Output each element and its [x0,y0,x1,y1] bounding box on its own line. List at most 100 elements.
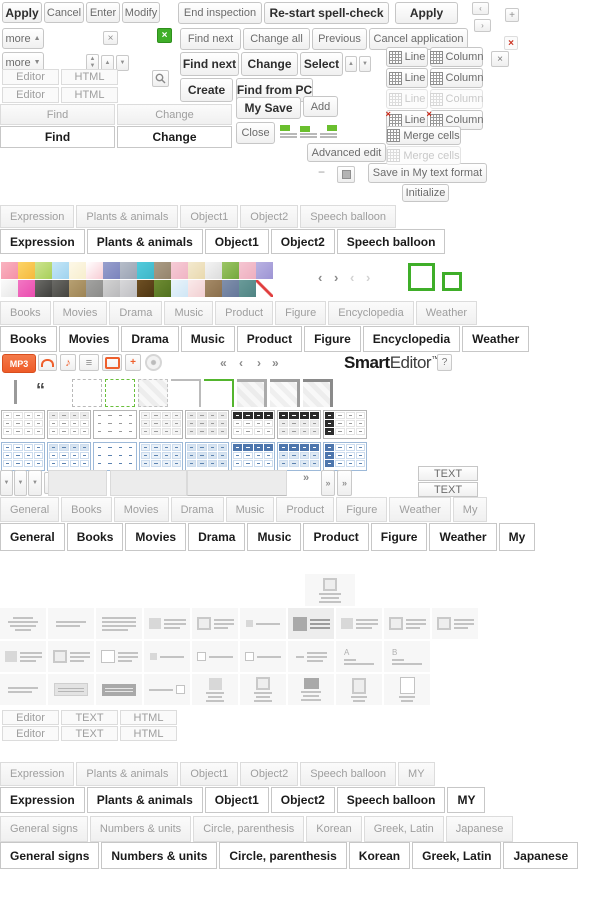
tab-korean[interactable]: Korean [306,816,362,842]
search-icon[interactable] [152,70,169,87]
tab-korean[interactable]: Korean [348,842,411,869]
color-swatch[interactable] [188,262,205,279]
color-swatch[interactable] [1,280,18,297]
insert-column-button[interactable]: Column [429,47,483,67]
tab-music[interactable]: Music [164,301,214,325]
advanced-edit-button[interactable]: Advanced edit [307,143,386,162]
merge-cells-button[interactable]: Merge cells [386,126,461,145]
tab-editor[interactable]: Editor [2,726,59,741]
tab-japanese[interactable]: Japanese [445,816,514,842]
frame-size-small-icon[interactable] [442,272,462,291]
dropdown-button[interactable]: ▼ [0,470,13,496]
frame-style-dashed[interactable] [72,379,102,407]
select-button[interactable]: Select [300,52,343,76]
color-swatch[interactable] [222,280,239,297]
initialize-button[interactable]: Initialize [402,184,449,202]
my-save-button[interactable]: My Save [236,97,301,119]
align-image-right-icon[interactable] [320,124,337,139]
tab-object1[interactable]: Object1 [204,787,269,813]
tab-encyclopedia[interactable]: Encyclopedia [328,301,414,325]
layout-thumb-img-tall-o[interactable] [384,674,430,705]
table-style-thumb-header-dark-shade[interactable] [277,442,321,471]
expand-arrows-icon[interactable]: » [303,472,310,484]
color-swatch[interactable] [52,280,69,297]
color-swatch[interactable] [239,262,256,279]
table-style-thumb-plain[interactable] [1,410,45,439]
spinner-down-icon[interactable]: ▼ [89,63,96,69]
layout-thumb-img-top-dark[interactable] [288,674,334,705]
table-style-thumb-lines[interactable] [93,442,137,471]
layout-thumb-tiny-left-b[interactable] [240,641,286,672]
color-swatch[interactable] [103,280,120,297]
tab-books[interactable]: Books [0,301,51,325]
layout-thumb-lines[interactable] [96,608,142,639]
color-swatch[interactable] [18,280,35,297]
down-button[interactable]: ▼ [359,56,371,72]
layout-thumb-img-left[interactable] [144,608,190,639]
dropdown-button[interactable]: ▼ [14,470,27,496]
tab-my[interactable]: MY [398,762,435,786]
table-style-thumb-plain[interactable] [1,442,45,471]
color-swatch[interactable] [86,262,103,279]
tab-text[interactable]: TEXT [61,726,118,741]
table-style-thumb-header-dark-shade[interactable] [277,410,321,439]
tab-speech-balloon[interactable]: Speech balloon [336,787,446,813]
tab-weather[interactable]: Weather [429,523,497,551]
layout-thumb-img-left-dark[interactable] [288,608,334,639]
tab-greek-latin[interactable]: Greek, Latin [412,842,502,869]
tab-encyclopedia[interactable]: Encyclopedia [362,326,461,352]
tab-expression[interactable]: Expression [0,229,85,254]
layout-thumb-tiny-left[interactable] [144,641,190,672]
color-swatch[interactable] [69,262,86,279]
add-plus-icon[interactable]: + [505,8,519,22]
tab-plants-animals[interactable]: Plants & animals [76,762,179,786]
tab-product[interactable]: Product [236,326,303,352]
color-swatch[interactable] [103,262,120,279]
layout-thumb-img-top[interactable] [192,674,238,705]
tab-product[interactable]: Product [215,301,274,325]
frame-style-corner-green[interactable] [204,379,234,407]
color-swatch[interactable] [256,262,273,279]
apply-button[interactable]: Apply [395,2,458,24]
tab-my[interactable]: My [498,523,536,551]
music-note-icon[interactable]: ♪ [60,354,76,371]
insert-line-button[interactable]: Line [386,68,428,88]
tab-html[interactable]: HTML [120,726,177,741]
tab-general-signs[interactable]: General signs [0,816,88,842]
cancel-application-button[interactable]: Cancel application [369,28,468,50]
tab-speech-balloon[interactable]: Speech balloon [336,229,446,254]
table-style-thumb-header-dark[interactable] [231,442,275,471]
playlist-icon[interactable]: ≡ [79,354,99,371]
table-style-thumb-cells-light[interactable] [139,442,183,471]
tab-product[interactable]: Product [303,523,369,551]
frame-style-fill-corner[interactable] [237,379,267,407]
table-style-thumb-header-light[interactable] [47,410,91,439]
delete-red-x-icon[interactable]: × [504,36,518,50]
layout-thumb-line-tiny[interactable] [144,674,190,705]
color-swatch[interactable] [205,262,222,279]
layout-thumb-img-left-b[interactable] [432,608,478,639]
tv-icon[interactable] [102,354,122,371]
color-swatch[interactable] [18,262,35,279]
layout-thumb-lines-c[interactable] [0,608,46,639]
color-swatch[interactable] [205,280,222,297]
tab-object1[interactable]: Object1 [204,229,269,254]
change-all-button[interactable]: Change all [243,28,310,50]
tab-find[interactable]: Find [0,126,115,148]
insert-column-button[interactable]: Column [429,68,483,88]
find-next-button[interactable]: Find next [180,28,241,50]
tab-my[interactable]: MY [447,787,486,813]
tab-weather[interactable]: Weather [389,497,451,522]
add-media-icon[interactable]: + [125,354,141,371]
color-swatch[interactable] [86,280,103,297]
tab-books[interactable]: Books [61,497,112,522]
insert-column-button-delete[interactable]: × Column [427,109,483,130]
scroll-left-button[interactable]: ‹ [472,2,489,15]
tab-editor[interactable]: Editor [2,69,59,85]
color-swatch[interactable] [52,262,69,279]
table-style-thumb-firstcol-dark[interactable] [323,442,367,471]
spinner-up-icon[interactable]: ▲ [89,56,96,63]
find-next-button-bold[interactable]: Find next [180,52,239,76]
tab-figure[interactable]: Figure [304,326,361,352]
layout-thumb-image-top[interactable] [305,574,355,606]
